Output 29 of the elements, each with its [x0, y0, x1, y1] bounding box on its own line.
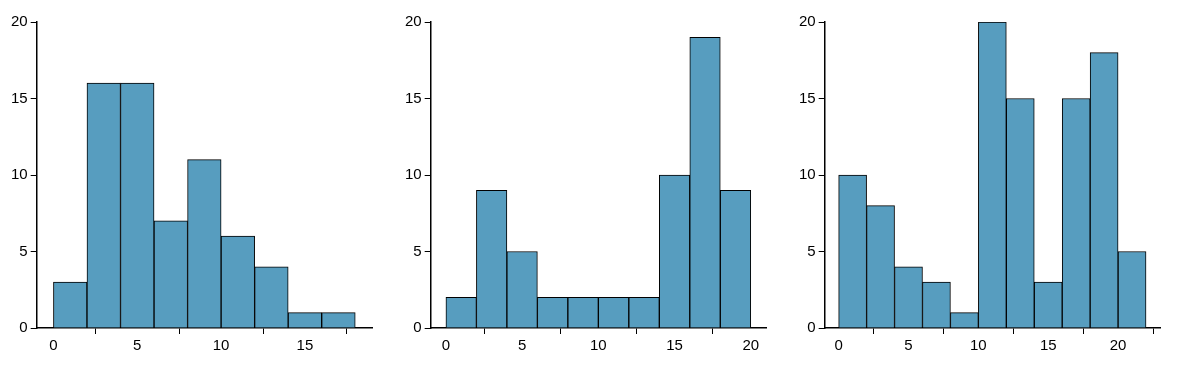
x-tick-label: 5 [904, 336, 913, 354]
y-tick-label: 10 [405, 165, 422, 183]
y-tick-label: 0 [19, 318, 28, 336]
x-tick-label: 15 [1039, 336, 1057, 354]
y-tick-label: 15 [799, 88, 816, 106]
y-tick-label: 20 [405, 12, 422, 30]
x-tick-label: 15 [666, 336, 683, 354]
x-tick-label: 0 [441, 336, 451, 354]
y-tick-label: 15 [11, 88, 28, 106]
y-tick-label: 10 [799, 165, 816, 183]
x-tick-label: 10 [590, 336, 607, 354]
y-tick-label: 5 [807, 241, 816, 259]
x-tick-label: 20 [742, 336, 760, 354]
y-tick-label: 0 [807, 318, 816, 336]
y-tick-label: 20 [11, 12, 28, 30]
x-tick-label: 0 [834, 336, 843, 354]
y-tick-label: 0 [413, 318, 422, 336]
y-tick-label: 20 [799, 12, 816, 30]
x-tick-label: 20 [1109, 336, 1127, 354]
y-tick-label: 5 [19, 241, 28, 259]
y-tick-label: 10 [11, 165, 28, 183]
x-tick-label: 10 [212, 336, 230, 354]
x-tick-label: 15 [296, 336, 314, 354]
x-tick-label: 10 [970, 336, 987, 354]
y-tick-label: 15 [405, 88, 422, 106]
y-tick-label: 5 [413, 241, 422, 259]
x-tick-label: 5 [133, 336, 142, 354]
x-tick-label: 0 [49, 336, 58, 354]
x-tick-label: 5 [517, 336, 527, 354]
